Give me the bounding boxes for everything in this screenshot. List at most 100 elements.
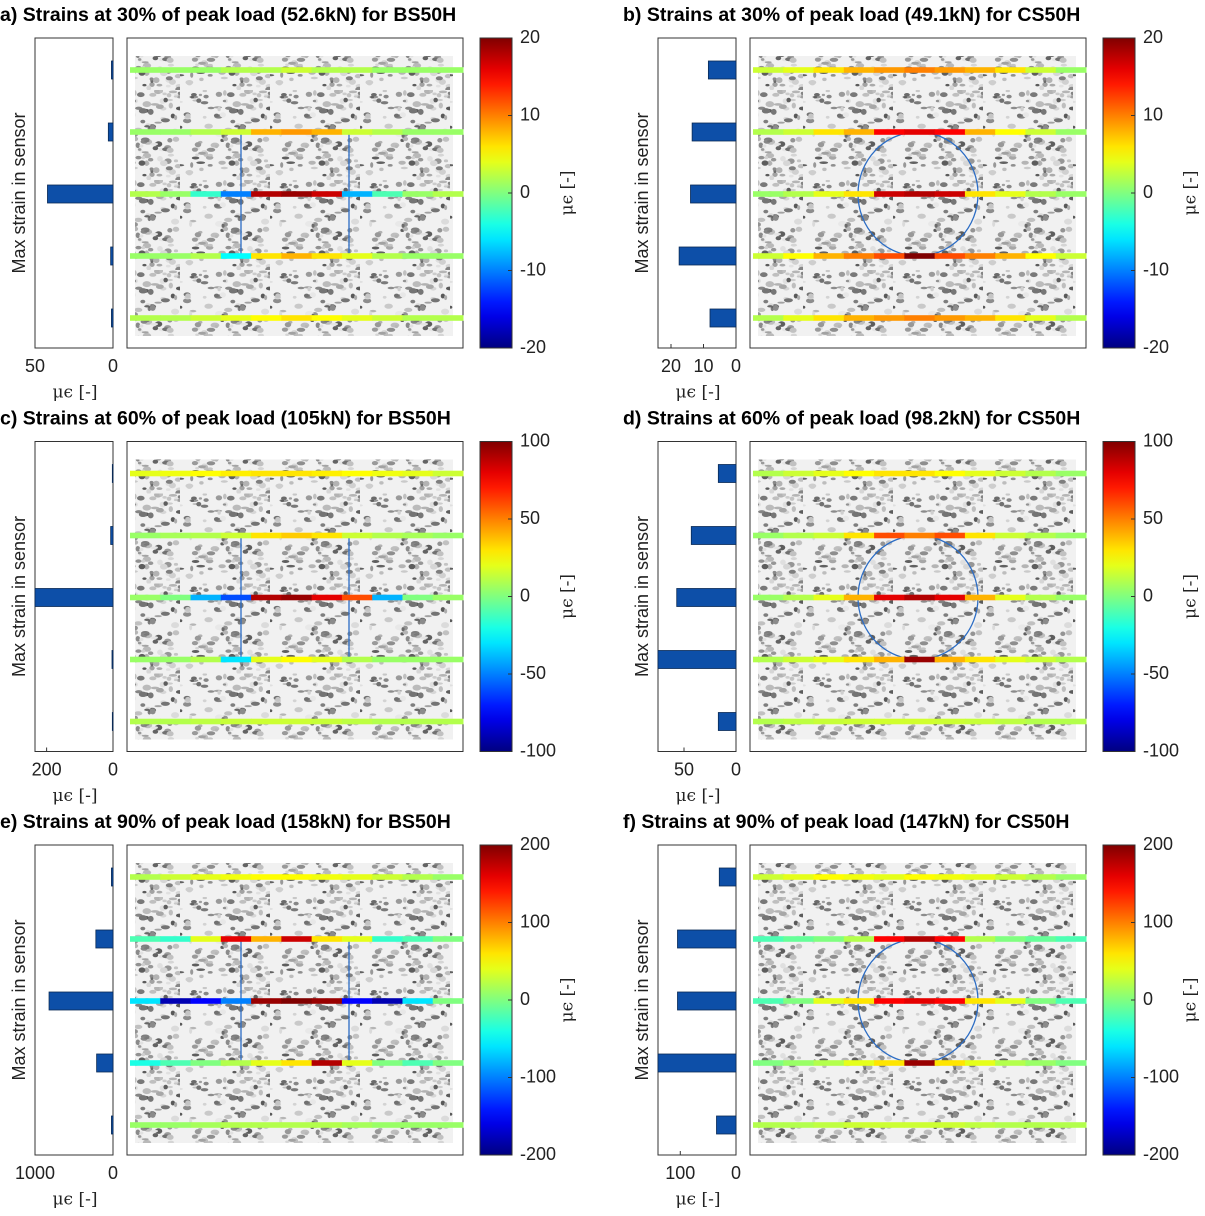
sensor-strain-segment [995, 470, 1026, 477]
sensor-strain-segment [964, 1122, 996, 1128]
bar [111, 308, 114, 328]
sensor-strain-segment [432, 1122, 464, 1128]
sensor-strain-segment [995, 718, 1026, 725]
sensor-strain-segment [160, 998, 192, 1004]
sensor-strain-segment [432, 315, 464, 321]
colorbar-label: μϵ [-] [1181, 171, 1201, 216]
sensor-strain-segment [311, 1060, 343, 1066]
sensor-strain-segment [341, 532, 373, 539]
sensor-strain-segment [432, 129, 464, 135]
colorbar-tick-label: -50 [1143, 663, 1169, 683]
panel-title: f) Strains at 90% of peak load (147kN) f… [623, 811, 1069, 833]
sensor-strain-segment [251, 1122, 282, 1128]
panel-title: d) Strains at 60% of peak load (98.2kN) … [623, 408, 1080, 430]
sensor-strain-segment [220, 656, 252, 663]
sensor-strain-segment [220, 874, 252, 880]
sensor-strain-segment [311, 656, 343, 663]
sensor-strain-segment [934, 718, 966, 725]
panel-title: c) Strains at 60% of peak load (105kN) f… [0, 408, 451, 430]
sensor-strain-segment [341, 129, 373, 135]
sensor-strain-segment [964, 129, 996, 135]
colorbar-tick-label: 50 [1143, 508, 1163, 528]
bar [707, 60, 737, 80]
sensor-strain-segment [311, 253, 343, 259]
bar [107, 122, 114, 142]
bar [709, 308, 737, 328]
sensor-strain-segment [934, 1060, 966, 1066]
sensor-strain-segment [934, 874, 966, 880]
sensor-strain-segment [1025, 998, 1057, 1004]
sensor-strain-segment [874, 1122, 905, 1128]
sensor-strain-segment [934, 1122, 966, 1128]
sensor-strain-segment [1055, 1122, 1087, 1128]
sensor-strain-segment [1055, 998, 1087, 1004]
sensor-strain-segment [160, 936, 192, 942]
sensor-strain-segment [311, 315, 343, 321]
colorbar [479, 844, 513, 1156]
sensor-strain-segment [311, 1122, 343, 1128]
sensor-strain-segment [130, 594, 161, 601]
sensor-strain-segment [251, 532, 282, 539]
sensor-strain-segment [904, 129, 936, 135]
sensor-strain-segment [372, 718, 403, 725]
sensor-strain-segment [190, 656, 222, 663]
sensor-strain-segment [813, 129, 845, 135]
y-axis-label: Max strain in sensor [632, 919, 652, 1080]
sensor-strain-segment [753, 470, 784, 477]
sensor-strain-segment [904, 191, 936, 197]
colorbar-label: μϵ [-] [1181, 574, 1201, 619]
sensor-strain-segment [783, 1060, 815, 1066]
sensor-strain-segment [813, 718, 845, 725]
sensor-strain-segment [432, 656, 464, 663]
sensor-strain-segment [783, 936, 815, 942]
sensor-strain-segment [402, 470, 434, 477]
sensor-strain-segment [251, 874, 282, 880]
sensor-strain-segment [432, 718, 464, 725]
sensor-strain-segment [190, 718, 222, 725]
sensor-strain-segment [843, 936, 875, 942]
x-tick-label: 0 [731, 356, 741, 376]
sensor-strain-segment [783, 470, 815, 477]
sensor-strain-segment [190, 1122, 222, 1128]
sensor-strain-segment [220, 594, 252, 601]
colorbar-tick-label: 20 [520, 27, 540, 47]
sensor-strain-segment [783, 718, 815, 725]
sensor-strain-segment [220, 936, 252, 942]
sensor-strain-segment [341, 594, 373, 601]
sensor-strain-segment [904, 656, 936, 663]
sensor-strain-segment [1055, 191, 1087, 197]
sensor-strain-segment [1055, 874, 1087, 880]
sensor-strain-segment [281, 253, 313, 259]
sensor-strain-segment [251, 936, 282, 942]
sensor-strain-segment [813, 253, 845, 259]
sensor-strain-segment [311, 129, 343, 135]
x-tick-label: 50 [674, 759, 694, 779]
sensor-strain-segment [341, 656, 373, 663]
sensor-strain-segment [1055, 253, 1087, 259]
sensor-strain-segment [372, 253, 403, 259]
x-tick-label: 20 [661, 356, 681, 376]
sensor-strain-segment [402, 936, 434, 942]
sensor-strain-segment [843, 656, 875, 663]
sensor-strain-segment [251, 718, 282, 725]
sensor-strain-segment [372, 1060, 403, 1066]
sensor-strain-segment [813, 936, 845, 942]
colorbar-tick-label: 200 [1143, 834, 1173, 854]
sensor-strain-segment [753, 874, 784, 880]
sensor-strain-segment [130, 656, 161, 663]
sensor-strain-segment [220, 129, 252, 135]
sensor-strain-segment [813, 594, 845, 601]
sensor-strain-segment [432, 191, 464, 197]
sensor-strain-segment [753, 191, 784, 197]
sensor-strain-segment [874, 1060, 905, 1066]
colorbar-tick-label: 0 [1143, 989, 1153, 1009]
sensor-strain-segment [783, 656, 815, 663]
colorbar-tick-label: 100 [1143, 430, 1173, 450]
sensor-strain-segment [311, 874, 343, 880]
x-tick-label: 50 [25, 356, 45, 376]
sensor-strain-segment [874, 129, 905, 135]
sensor-strain-segment [130, 315, 161, 321]
sensor-strain-segment [813, 67, 845, 73]
sensor-strain-segment [130, 191, 161, 197]
sensor-strain-segment [1025, 936, 1057, 942]
